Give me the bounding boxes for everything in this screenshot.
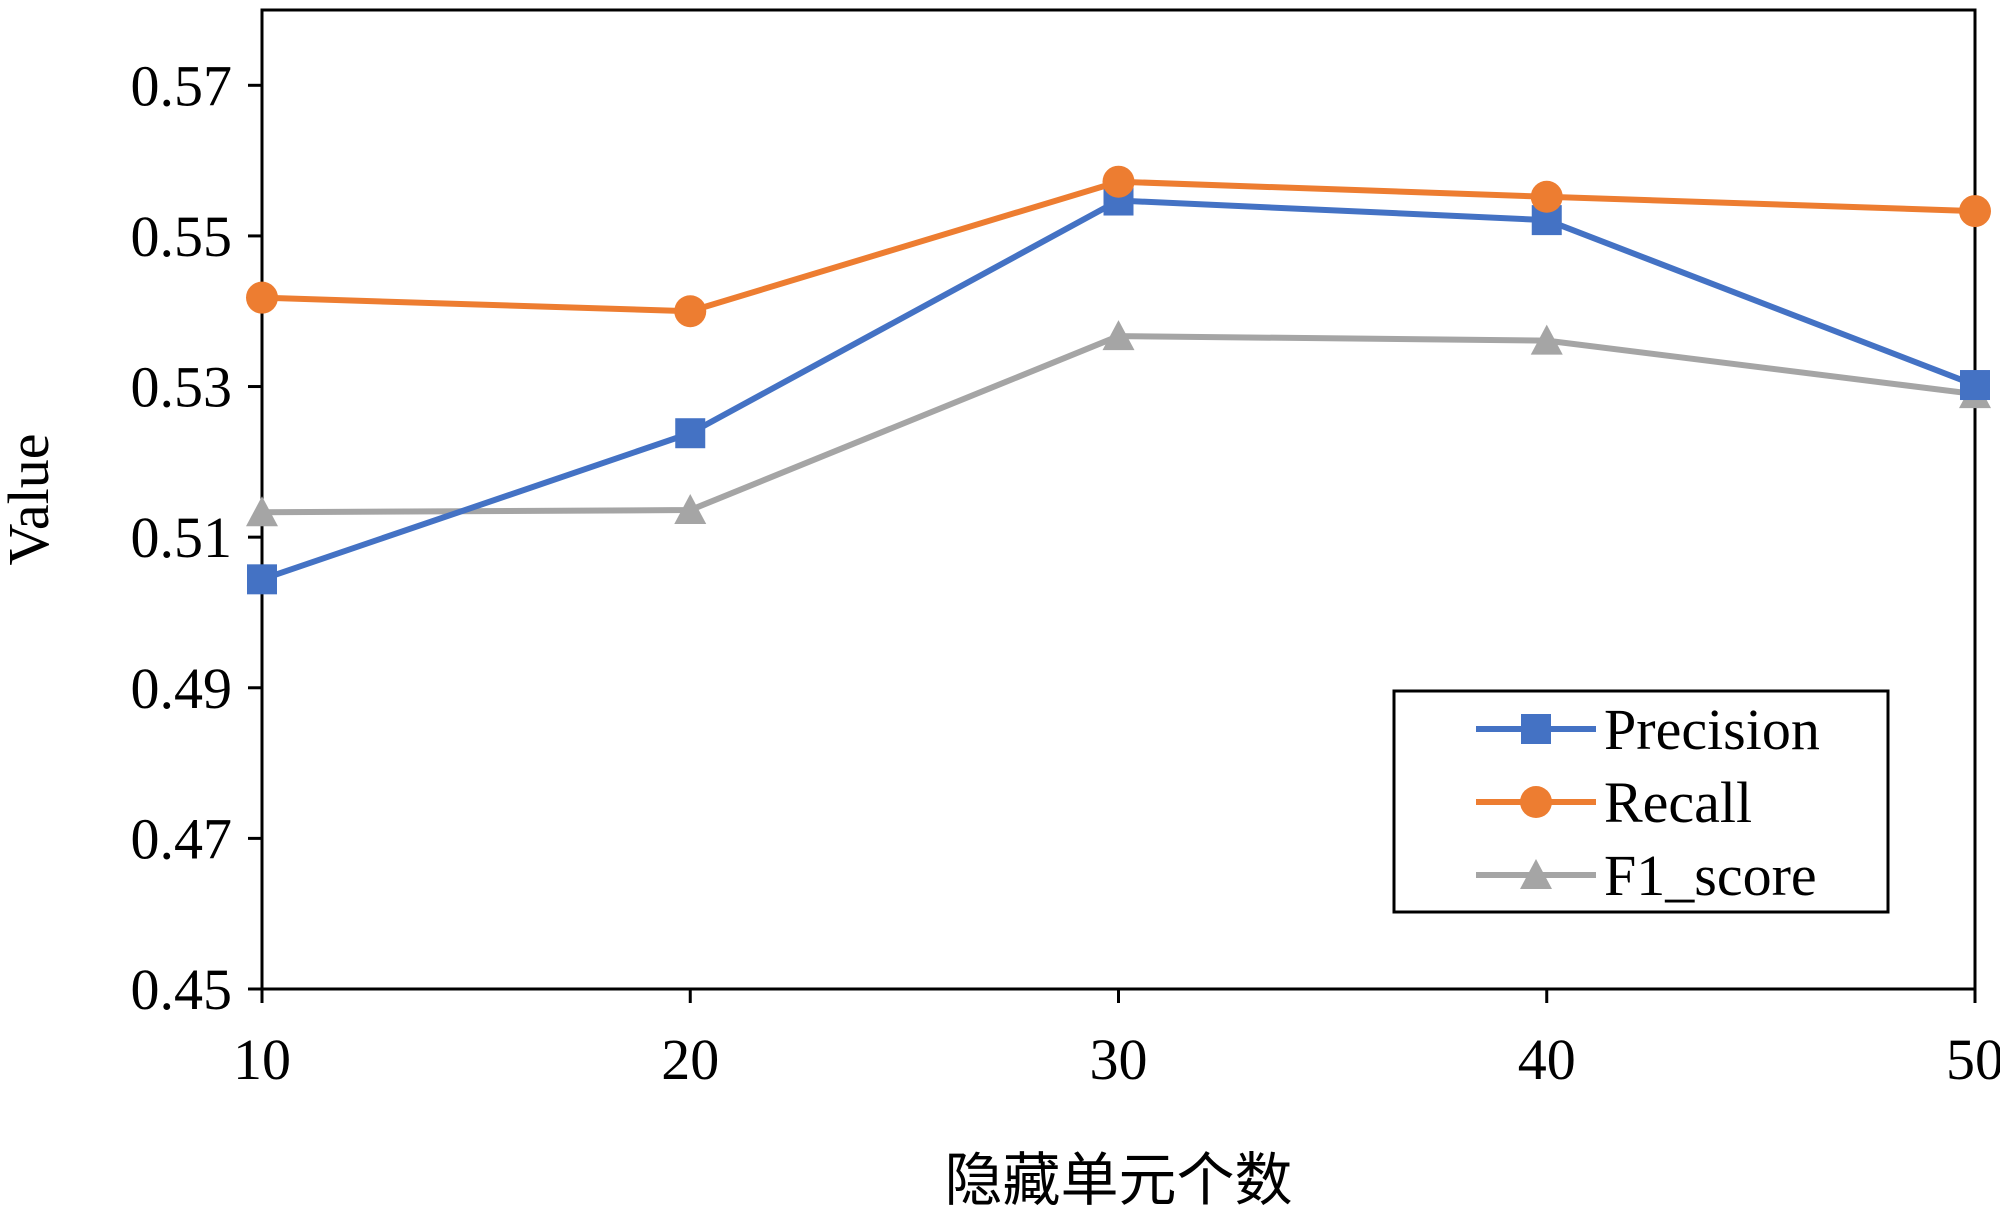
series-layer: [246, 165, 1991, 595]
f1-score-point: [246, 496, 278, 527]
x-tick-label: 20: [661, 1027, 719, 1092]
legend-label: Recall: [1604, 770, 1752, 835]
x-tick-label: 50: [1946, 1027, 2000, 1092]
y-tick-label: 0.47: [131, 806, 233, 871]
legend-swatch-marker: [1520, 859, 1552, 889]
precision-point: [1960, 370, 1990, 401]
x-tick-label: 10: [233, 1027, 291, 1092]
legend-label: F1_score: [1604, 843, 1817, 908]
legend-item-recall: Recall: [1476, 770, 1752, 835]
y-axis-title: Value: [0, 433, 61, 565]
legend-swatch-marker: [1520, 786, 1552, 818]
y-tick-label: 0.45: [131, 957, 233, 1022]
recall-point: [1530, 180, 1563, 213]
recall-point: [1959, 195, 1991, 228]
y-tick-label: 0.49: [131, 656, 233, 721]
x-tick-label: 30: [1090, 1027, 1148, 1092]
legend-item-f1-score: F1_score: [1476, 843, 1817, 908]
legend-label: Precision: [1604, 697, 1820, 762]
f1-score-point: [1530, 324, 1563, 355]
x-tick-label: 40: [1518, 1027, 1576, 1092]
legend-swatch-marker: [1521, 714, 1551, 744]
y-tick-label: 0.53: [131, 355, 233, 420]
recall-point: [674, 295, 707, 328]
x-axis: 10 20 30 40 50: [233, 989, 2000, 1092]
recall-point: [246, 281, 278, 314]
series-precision: [247, 185, 1990, 595]
precision-point: [675, 418, 706, 449]
y-tick-label: 0.51: [131, 505, 233, 570]
legend-item-precision: Precision: [1476, 697, 1820, 762]
f1-score-point: [674, 494, 707, 525]
y-tick-label: 0.57: [131, 53, 233, 118]
precision-point: [247, 564, 277, 595]
y-tick-label: 0.55: [131, 204, 233, 269]
series-recall: [246, 165, 1991, 328]
f1-score-point: [1102, 320, 1135, 351]
x-axis-title: 隐藏单元个数: [944, 1148, 1292, 1210]
recall-point: [1102, 165, 1135, 198]
y-axis: 0.45 0.47 0.49 0.51 0.53 0.55 0.57: [131, 53, 262, 1022]
legend: Precision Recall F1_score: [1392, 689, 1890, 914]
